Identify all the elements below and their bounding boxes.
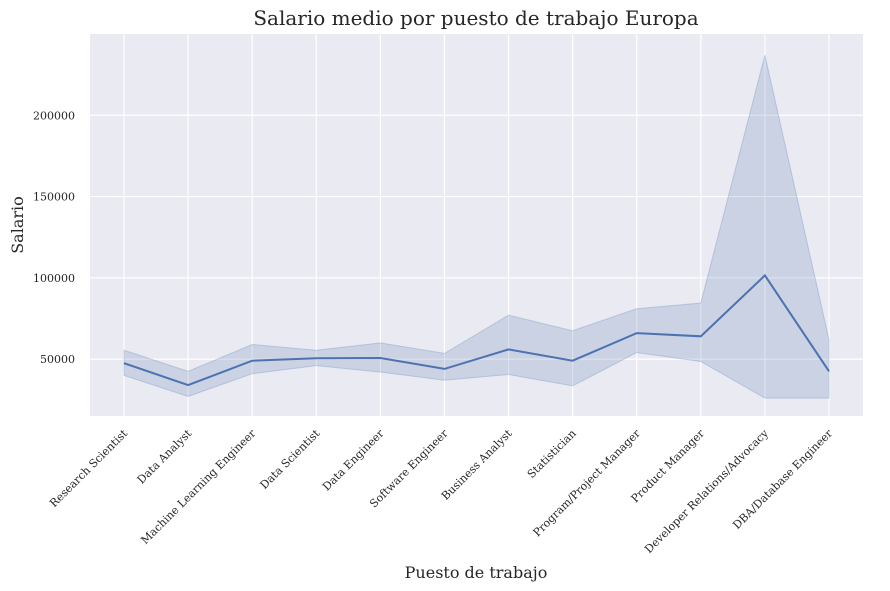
series-line-layer	[123, 273, 830, 387]
series-line	[123, 273, 830, 387]
y-tick-label: 100000	[33, 272, 75, 285]
x-tick-label: Statistician	[525, 427, 579, 481]
y-tick-label: 150000	[33, 191, 75, 204]
x-tick-label: Data Analyst	[135, 427, 195, 487]
x-tick-label: Data Engineer	[320, 426, 387, 493]
x-axis-label: Puesto de trabajo	[405, 563, 548, 582]
grid	[90, 34, 863, 416]
y-tick-label: 50000	[40, 353, 75, 366]
x-tick-label: Developer Relations/Advocacy	[642, 426, 771, 555]
y-axis-label: Salario	[8, 196, 27, 254]
x-tick-label: Data Scientist	[258, 427, 323, 492]
confidence-band	[123, 54, 830, 399]
confidence-band-layer	[123, 54, 830, 399]
chart-title: Salario medio por puesto de trabajo Euro…	[253, 6, 698, 30]
y-tick-label: 200000	[33, 109, 75, 122]
x-tick-label: Research Scientist	[47, 427, 130, 510]
x-tick-label: Program/Project Manager	[531, 426, 644, 539]
y-tick-labels: 50000 100000 150000 200000	[33, 109, 75, 366]
x-tick-label: Machine Learning Engineer	[138, 426, 258, 546]
x-tick-label: Business Analyst	[439, 427, 515, 503]
plot-area	[90, 34, 863, 416]
